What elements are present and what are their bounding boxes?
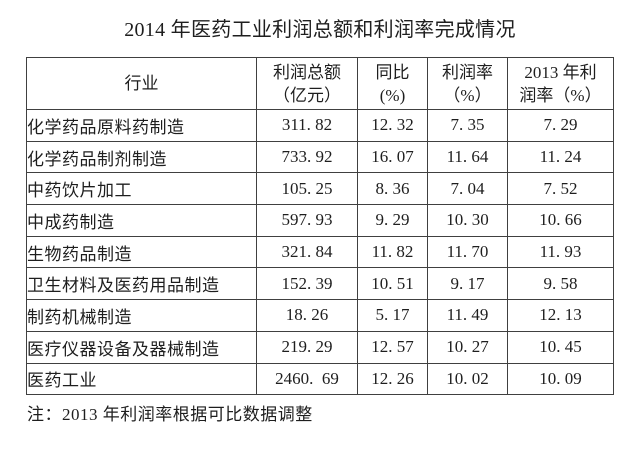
profit-rate-cell: 7. 04: [427, 172, 508, 206]
header-yoy-line1: 同比: [375, 62, 410, 82]
rate-2013-cell: 10. 66: [507, 204, 614, 237]
page-title: 2014 年医药工业利润总额和利润率完成情况: [124, 19, 516, 41]
profit-total-cell: 219. 29: [256, 330, 358, 364]
table-row: 中成药制造 597. 93 9. 29 10. 30 10. 66: [26, 204, 614, 237]
header-profit-rate-line2: （%）: [443, 85, 492, 105]
profit-total-cell: 311. 82: [256, 109, 358, 142]
table-body: 化学药品原料药制造 311. 82 12. 32 7. 35 7. 29 化学药…: [26, 109, 614, 396]
rate-2013-cell: 9. 58: [507, 267, 614, 301]
profit-total-cell: 18. 26: [256, 299, 358, 332]
table-header: 行业 利润总额 （亿元） 同比 (%) 利润率 （%） 2013 年利 润率（%…: [26, 57, 614, 110]
profit-rate-cell: 10. 30: [427, 204, 508, 237]
header-profit-rate: 利润率 （%）: [427, 57, 508, 110]
rate-2013-cell: 10. 09: [507, 362, 614, 396]
header-yoy-line2: (%): [379, 85, 406, 105]
header-rate-2013: 2013 年利 润率（%）: [507, 57, 614, 110]
profit-rate-cell: 11. 64: [427, 140, 508, 174]
industry-cell: 医疗仪器设备及器械制造: [26, 330, 257, 364]
industry-cell: 中成药制造: [26, 204, 257, 237]
profit-total-cell: 105. 25: [256, 172, 358, 206]
header-profit-total: 利润总额 （亿元）: [256, 57, 358, 110]
profit-total-cell: 2460. 69: [256, 362, 358, 396]
yoy-cell: 12. 57: [357, 330, 428, 364]
profit-rate-cell: 10. 27: [427, 330, 508, 364]
table-row: 制药机械制造 18. 26 5. 17 11. 49 12. 13: [26, 299, 614, 332]
table-row: 中药饮片加工 105. 25 8. 36 7. 04 7. 52: [26, 172, 614, 206]
rate-2013-cell: 10. 45: [507, 330, 614, 364]
profit-rate-cell: 9. 17: [427, 267, 508, 301]
rate-2013-cell: 11. 93: [507, 235, 614, 269]
table-row: 生物药品制造 321. 84 11. 82 11. 70 11. 93: [26, 235, 614, 269]
yoy-cell: 12. 26: [357, 362, 428, 396]
industry-cell: 生物药品制造: [26, 235, 257, 269]
profit-total-cell: 321. 84: [256, 235, 358, 269]
industry-cell: 化学药品原料药制造: [26, 109, 257, 142]
document-page: 2014 年医药工业利润总额和利润率完成情况 行业 利润总额 （亿元） 同比 (…: [0, 17, 640, 454]
table-row: 医药工业 2460. 69 12. 26 10. 02 10. 09: [26, 362, 614, 396]
header-industry: 行业: [26, 57, 257, 110]
industry-cell: 医药工业: [26, 362, 257, 396]
industry-cell: 化学药品制剂制造: [26, 140, 257, 174]
profit-table: 行业 利润总额 （亿元） 同比 (%) 利润率 （%） 2013 年利 润率（%…: [26, 57, 614, 396]
profit-total-cell: 733. 92: [256, 140, 358, 174]
rate-2013-cell: 7. 52: [507, 172, 614, 206]
profit-rate-cell: 10. 02: [427, 362, 508, 396]
industry-cell: 中药饮片加工: [26, 172, 257, 206]
industry-cell: 制药机械制造: [26, 299, 257, 332]
profit-rate-cell: 11. 49: [427, 299, 508, 332]
header-profit-total-line2: （亿元）: [273, 85, 341, 105]
profit-total-cell: 152. 39: [256, 267, 358, 301]
header-rate-2013-line2: 润率（%）: [519, 85, 602, 105]
table-row: 化学药品制剂制造 733. 92 16. 07 11. 64 11. 24: [26, 140, 614, 174]
profit-rate-cell: 11. 70: [427, 235, 508, 269]
header-yoy: 同比 (%): [357, 57, 428, 110]
yoy-cell: 9. 29: [357, 204, 428, 237]
header-industry-label: 行业: [124, 74, 159, 93]
table-row: 化学药品原料药制造 311. 82 12. 32 7. 35 7. 29: [26, 109, 614, 142]
header-profit-total-line1: 利润总额: [273, 62, 341, 82]
profit-rate-cell: 7. 35: [427, 109, 508, 142]
yoy-cell: 11. 82: [357, 235, 428, 269]
rate-2013-cell: 11. 24: [507, 140, 614, 174]
industry-cell: 卫生材料及医药用品制造: [26, 267, 257, 301]
rate-2013-cell: 12. 13: [507, 299, 614, 332]
profit-total-cell: 597. 93: [256, 204, 358, 237]
header-row: 行业 利润总额 （亿元） 同比 (%) 利润率 （%） 2013 年利 润率（%…: [26, 57, 614, 110]
table-row: 卫生材料及医药用品制造 152. 39 10. 51 9. 17 9. 58: [26, 267, 614, 301]
table-row: 医疗仪器设备及器械制造 219. 29 12. 57 10. 27 10. 45: [26, 330, 614, 364]
yoy-cell: 10. 51: [357, 267, 428, 301]
footnote: 注：2013 年利润率根据可比数据调整: [27, 405, 313, 425]
header-profit-rate-line1: 利润率: [442, 62, 493, 82]
header-rate-2013-line1: 2013 年利: [524, 62, 597, 82]
yoy-cell: 12. 32: [357, 109, 428, 142]
yoy-cell: 5. 17: [357, 299, 428, 332]
yoy-cell: 16. 07: [357, 140, 428, 174]
rate-2013-cell: 7. 29: [507, 109, 614, 142]
yoy-cell: 8. 36: [357, 172, 428, 206]
